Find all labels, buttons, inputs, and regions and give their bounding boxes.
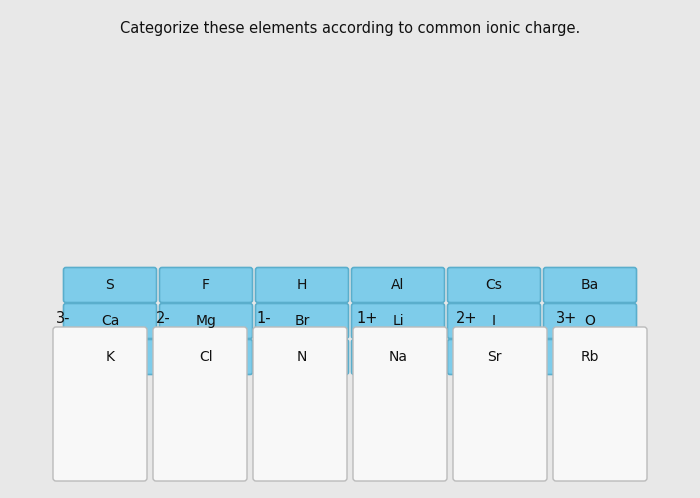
Text: Sr: Sr — [486, 350, 501, 364]
FancyBboxPatch shape — [453, 327, 547, 481]
Text: Ca: Ca — [101, 314, 119, 328]
FancyBboxPatch shape — [253, 327, 347, 481]
FancyBboxPatch shape — [153, 327, 247, 481]
Text: S: S — [106, 278, 114, 292]
FancyBboxPatch shape — [256, 267, 349, 302]
Text: 1-: 1- — [256, 310, 271, 326]
Text: K: K — [106, 350, 115, 364]
FancyBboxPatch shape — [543, 340, 636, 374]
Text: Br: Br — [294, 314, 309, 328]
Text: 3-: 3- — [56, 310, 71, 326]
FancyBboxPatch shape — [553, 327, 647, 481]
FancyBboxPatch shape — [351, 267, 444, 302]
FancyBboxPatch shape — [351, 340, 444, 374]
Text: Mg: Mg — [195, 314, 216, 328]
Text: 3+: 3+ — [556, 310, 578, 326]
Text: Cs: Cs — [486, 278, 503, 292]
FancyBboxPatch shape — [160, 267, 253, 302]
Text: 2+: 2+ — [456, 310, 477, 326]
Text: 2-: 2- — [156, 310, 171, 326]
Text: Rb: Rb — [581, 350, 599, 364]
FancyBboxPatch shape — [256, 303, 349, 339]
FancyBboxPatch shape — [53, 327, 147, 481]
Text: N: N — [297, 350, 307, 364]
FancyBboxPatch shape — [64, 267, 157, 302]
Text: F: F — [202, 278, 210, 292]
FancyBboxPatch shape — [351, 303, 444, 339]
FancyBboxPatch shape — [447, 303, 540, 339]
FancyBboxPatch shape — [543, 267, 636, 302]
Text: Al: Al — [391, 278, 405, 292]
Text: Categorize these elements according to common ionic charge.: Categorize these elements according to c… — [120, 20, 580, 35]
FancyBboxPatch shape — [64, 303, 157, 339]
Text: Na: Na — [389, 350, 407, 364]
Text: I: I — [492, 314, 496, 328]
FancyBboxPatch shape — [64, 340, 157, 374]
FancyBboxPatch shape — [160, 303, 253, 339]
FancyBboxPatch shape — [543, 303, 636, 339]
Text: H: H — [297, 278, 307, 292]
FancyBboxPatch shape — [447, 340, 540, 374]
Text: Ba: Ba — [581, 278, 599, 292]
FancyBboxPatch shape — [353, 327, 447, 481]
Text: O: O — [584, 314, 596, 328]
FancyBboxPatch shape — [447, 267, 540, 302]
Text: Li: Li — [392, 314, 404, 328]
FancyBboxPatch shape — [160, 340, 253, 374]
Text: 1+: 1+ — [356, 310, 377, 326]
Text: Cl: Cl — [199, 350, 213, 364]
FancyBboxPatch shape — [256, 340, 349, 374]
